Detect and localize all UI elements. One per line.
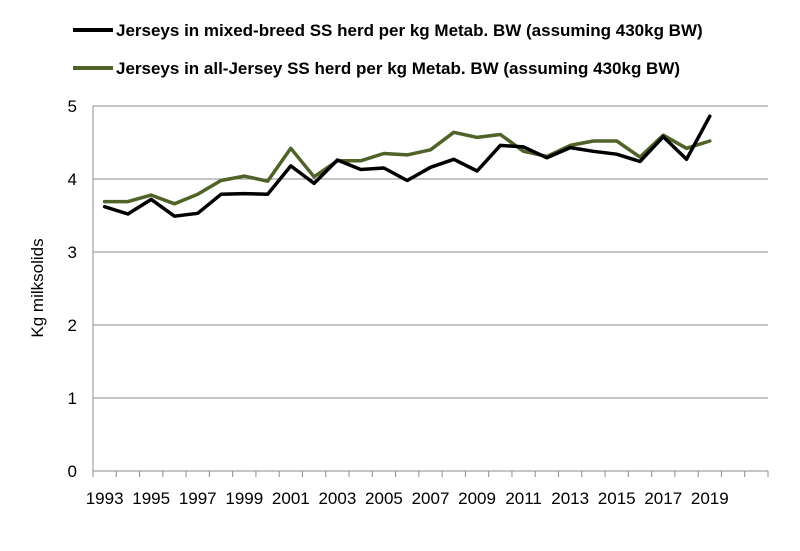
- x-tick-label: 1993: [86, 489, 124, 508]
- y-tick-labels: 0 1 2 3 4 5: [68, 97, 77, 481]
- x-tick-label: 2011: [505, 489, 542, 508]
- x-tick-label: 2019: [691, 489, 729, 508]
- x-tick-label: 2001: [272, 489, 310, 508]
- x-tick-label: 2005: [365, 489, 403, 508]
- x-tick-label: 2007: [412, 489, 450, 508]
- x-tick-label: 2013: [551, 489, 589, 508]
- series-line-2: [102, 130, 712, 206]
- x-tick-label: 1995: [132, 489, 170, 508]
- y-tick-label: 2: [68, 316, 77, 335]
- x-tick-label: 2017: [644, 489, 682, 508]
- axes: [92, 106, 769, 477]
- y-tick-label: 0: [68, 462, 77, 481]
- x-tick-label: 1999: [225, 489, 263, 508]
- x-tick-label: 2003: [318, 489, 356, 508]
- gridlines: [93, 105, 768, 399]
- series-line-1: [102, 114, 712, 218]
- y-tick-label: 5: [68, 97, 77, 116]
- y-tick-label: 3: [68, 243, 77, 262]
- x-tick-labels: 1993 1995 1997 1999 2001 2003 2005 2007 2009 2011…: [86, 489, 729, 508]
- y-tick-label: 4: [68, 170, 77, 189]
- series-lines: [102, 114, 712, 218]
- legend-label: Jerseys in mixed-breed SS herd per kg Me…: [116, 21, 703, 40]
- legend: Jerseys in mixed-breed SS herd per kg Me…: [73, 21, 703, 78]
- x-tick-label: 2015: [598, 489, 636, 508]
- x-tick-label: 2009: [458, 489, 496, 508]
- y-tick-label: 1: [68, 389, 77, 408]
- y-axis-title: Kg milksolids: [28, 238, 47, 337]
- x-tick-label: 1997: [179, 489, 217, 508]
- legend-label: Jerseys in all-Jersey SS herd per kg Met…: [116, 59, 680, 78]
